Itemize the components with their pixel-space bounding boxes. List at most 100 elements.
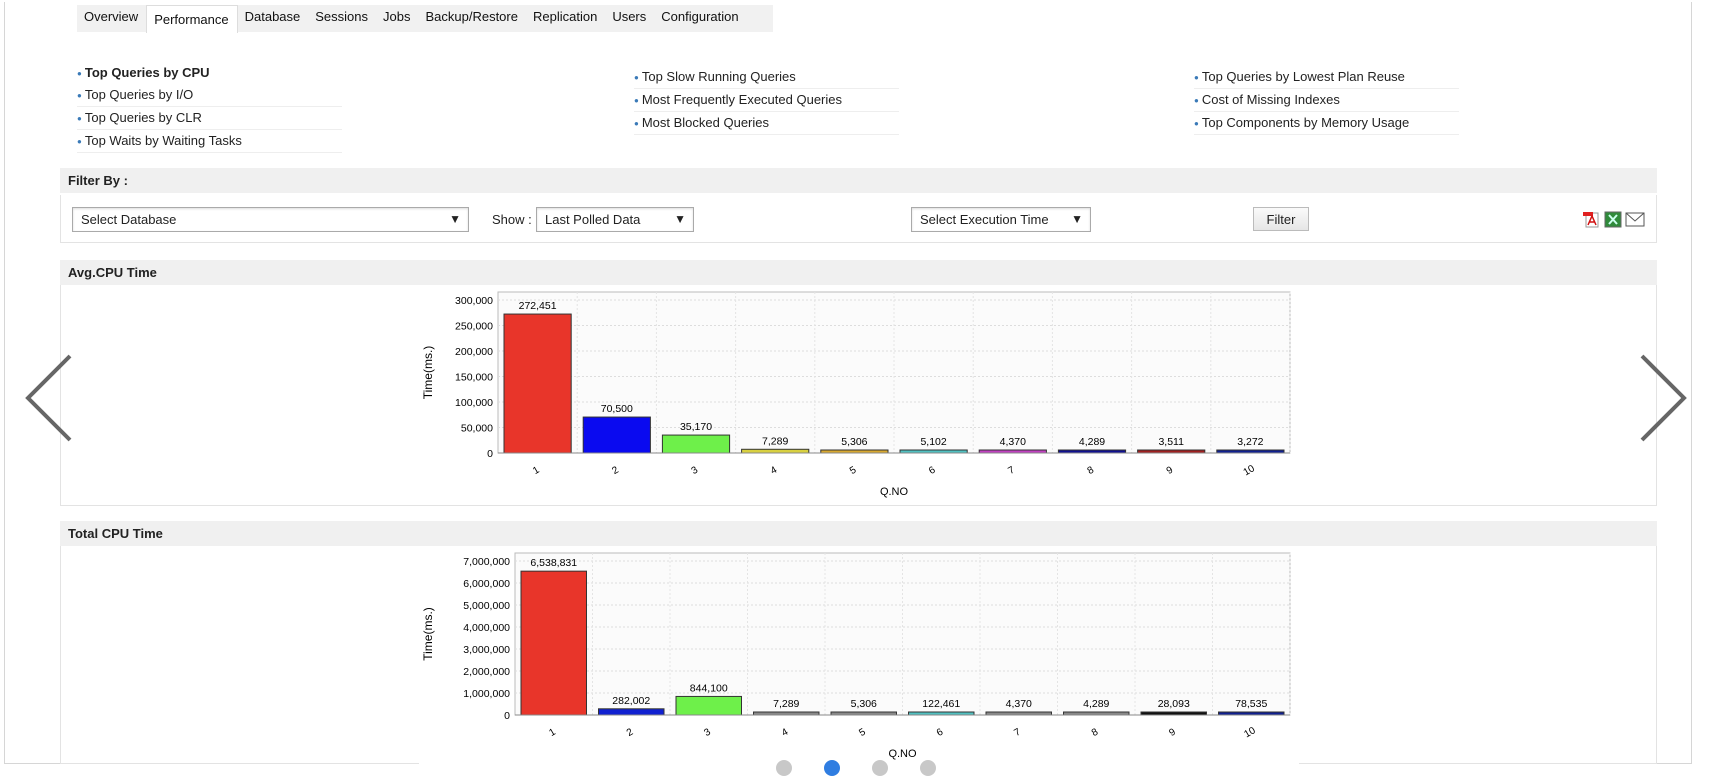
y-tick-label: 3,000,000 [463,644,510,656]
report-link-label: Most Blocked Queries [641,115,770,130]
report-link[interactable]: ● Top Queries by Lowest Plan Reuse [1194,66,1459,89]
report-link[interactable]: ● Top Queries by I/O [77,84,342,107]
bar [675,695,742,716]
y-tick-label: 150,000 [455,372,493,384]
y-tick-label: 250,000 [455,321,493,333]
bullet-icon: ● [634,119,639,129]
avg-cpu-chart: 0 50,000 100,000 150,000 200,000 250,000 300,0… [419,286,1299,505]
x-tick-label: 4 [769,464,780,477]
report-link-label: Top Queries by Lowest Plan Reuse [1201,69,1405,84]
pdf-icon[interactable] [1583,211,1601,228]
tab-overview[interactable]: Overview [84,9,139,24]
tab-jobs[interactable]: Jobs [383,9,411,24]
report-link-label: Top Slow Running Queries [641,69,796,84]
y-tick-label: 300,000 [455,295,493,307]
x-tick-label: 3 [690,464,701,477]
database-select[interactable]: Select Database ▼ [72,207,469,232]
execution-time-value: Select Execution Time [920,212,1049,227]
excel-icon[interactable] [1604,211,1622,228]
dropdown-arrow-icon: ▼ [449,212,461,226]
bar [582,416,651,454]
bullet-icon: ● [77,114,82,124]
bar [598,708,665,716]
y-tick-label: 0 [504,710,510,722]
data-label: 4,289 [1083,698,1109,710]
tab-users[interactable]: Users [612,9,647,24]
tab-configuration[interactable]: Configuration [661,9,739,24]
carousel-dot[interactable] [824,760,840,776]
report-link-label: Top Components by Memory Usage [1201,115,1410,130]
carousel-dot[interactable] [920,760,936,776]
report-link[interactable]: ● Top Waits by Waiting Tasks [77,130,342,153]
report-link[interactable]: ● Top Queries by CPU [77,62,342,84]
data-label: 4,370 [1006,698,1032,710]
filter-button[interactable]: Filter [1253,207,1309,231]
dropdown-arrow-icon: ▼ [1071,212,1083,226]
data-label: 78,535 [1235,698,1267,710]
report-link[interactable]: ● Top Queries by CLR [77,107,342,130]
x-tick-label: 1 [531,464,542,477]
data-label: 272,451 [519,300,557,312]
email-icon[interactable] [1625,211,1645,228]
report-link[interactable]: ● Most Frequently Executed Queries [634,89,899,112]
x-tick-label: 10 [1242,725,1258,740]
carousel-next-arrow-icon[interactable] [1638,352,1690,444]
report-link[interactable]: ● Most Blocked Queries [634,112,899,135]
report-link[interactable]: ● Top Slow Running Queries [634,66,899,89]
x-tick-label: 2 [625,726,636,739]
x-tick-label: 3 [702,726,713,739]
data-label: 70,500 [601,403,633,415]
tab-backup-restore[interactable]: Backup/Restore [425,9,518,24]
report-link[interactable]: ● Cost of Missing Indexes [1194,89,1459,112]
execution-time-select[interactable]: Select Execution Time ▼ [911,207,1091,232]
tab-sessions[interactable]: Sessions [315,9,369,24]
tab-database[interactable]: Database [244,9,301,24]
total-cpu-header: Total CPU Time [60,521,1657,546]
report-link-label: Top Queries by CPU [84,65,210,80]
data-label: 5,306 [851,698,877,710]
data-label: 7,289 [762,435,788,447]
report-link-label: Cost of Missing Indexes [1201,92,1340,107]
data-label: 7,289 [773,698,799,710]
show-select[interactable]: Last Polled Data ▼ [536,207,694,232]
y-tick-label: 7,000,000 [463,556,510,568]
bullet-icon: ● [634,73,639,83]
x-axis-label: Q.NO [888,748,917,760]
bar [503,313,572,454]
x-tick-label: 10 [1242,463,1258,478]
bar [741,448,810,454]
x-tick-label: 4 [780,726,791,739]
y-tick-label: 2,000,000 [463,666,510,678]
bullet-icon: ● [1194,119,1199,129]
carousel-dot[interactable] [872,760,888,776]
y-tick-label: 200,000 [455,346,493,358]
x-tick-label: 5 [848,464,859,477]
data-label: 4,370 [1000,436,1026,448]
bullet-icon: ● [77,137,82,147]
data-label: 122,461 [922,698,960,710]
x-tick-label: 8 [1090,726,1101,739]
x-tick-label: 9 [1165,464,1176,477]
show-label: Show : [492,212,532,227]
report-link[interactable]: ● Top Components by Memory Usage [1194,112,1459,135]
data-label: 28,093 [1158,698,1190,710]
data-label: 3,272 [1237,436,1263,448]
avg-cpu-header: Avg.CPU Time [60,260,1657,285]
report-link-label: Top Waits by Waiting Tasks [84,133,242,148]
bullet-icon: ● [77,91,82,101]
data-label: 844,100 [690,682,728,694]
bullet-icon: ● [634,96,639,106]
carousel-prev-arrow-icon[interactable] [22,352,74,444]
carousel-dot[interactable] [776,760,792,776]
data-label: 35,170 [680,421,712,433]
filter-row: Select Database ▼ Show : Last Polled Data… [60,195,1657,243]
x-tick-label: 1 [547,726,558,739]
bar [661,434,731,454]
tab-performance[interactable]: Performance [146,5,238,33]
data-label: 4,289 [1079,436,1105,448]
y-tick-label: 5,000,000 [463,600,510,612]
show-select-value: Last Polled Data [545,212,641,227]
data-label: 282,002 [612,695,650,707]
tab-replication[interactable]: Replication [532,9,598,24]
y-tick-label: 1,000,000 [463,688,510,700]
